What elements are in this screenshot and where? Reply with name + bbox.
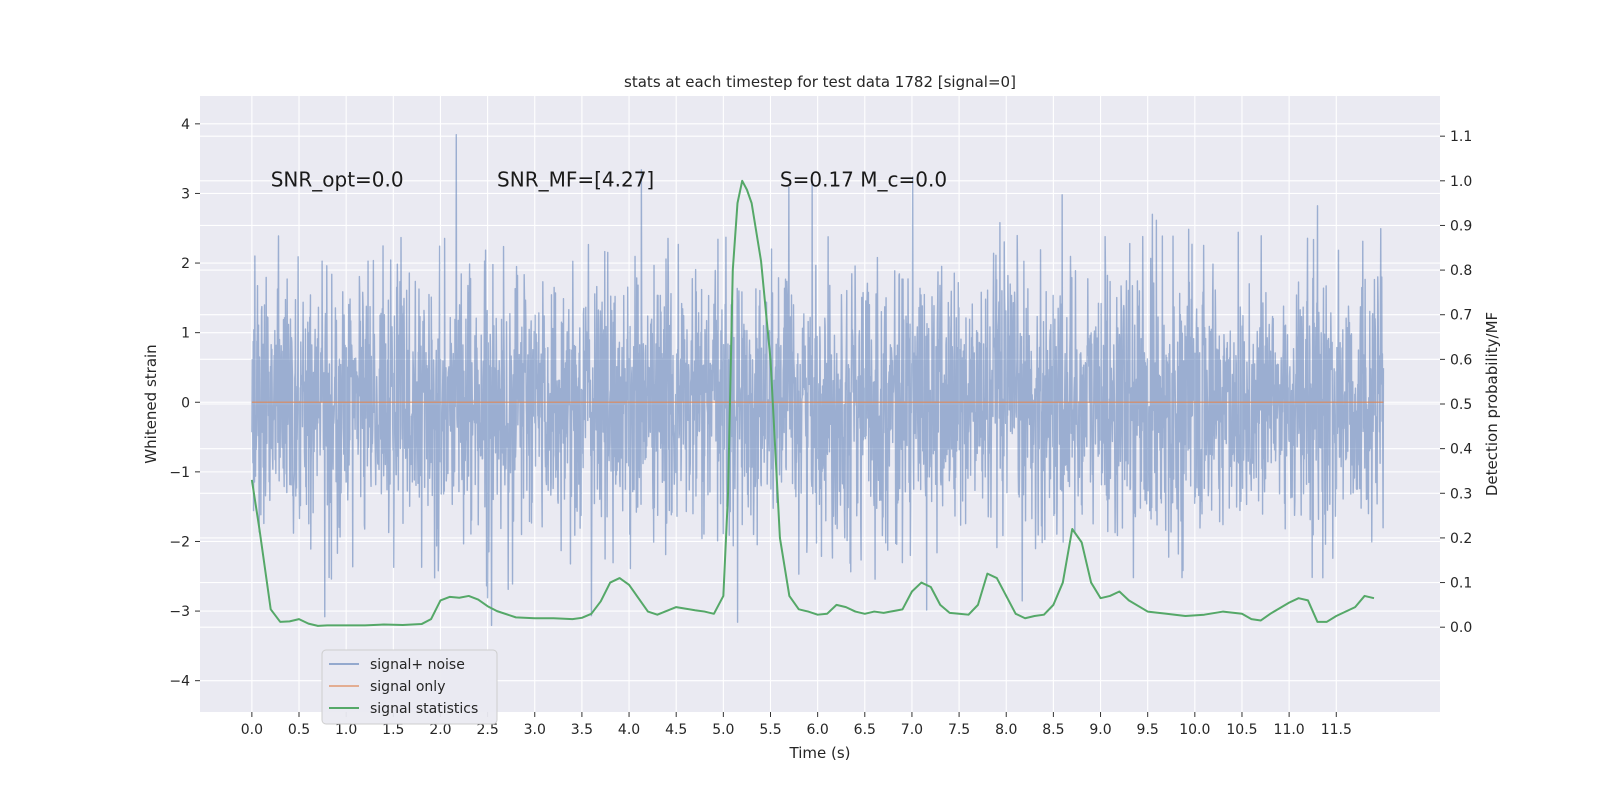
x-tick-label: 4.5 <box>665 722 687 738</box>
x-tick-label: 9.0 <box>1089 722 1111 738</box>
x-tick-label: 2.5 <box>476 722 498 738</box>
x-tick-label: 6.5 <box>854 722 876 738</box>
y2-tick-label: 0.0 <box>1450 620 1472 636</box>
x-tick-label: 7.5 <box>948 722 970 738</box>
legend-label-signal: signal only <box>370 679 445 695</box>
x-tick-label: 5.0 <box>712 722 734 738</box>
annotation-text: SNR_MF=[4.27] <box>497 168 654 192</box>
x-tick-label: 10.5 <box>1226 722 1257 738</box>
y-tick-label: −2 <box>169 534 190 550</box>
y2-tick-label: 0.4 <box>1450 442 1472 458</box>
y2-tick-label: 1.1 <box>1450 129 1472 145</box>
y-tick-label: −1 <box>169 465 190 481</box>
y2-tick-label: 0.8 <box>1450 263 1472 279</box>
x-tick-label: 1.0 <box>335 722 357 738</box>
series-signal-plus-noise <box>251 134 1385 627</box>
y2-axis-label: Detection probability/MF <box>1483 312 1501 496</box>
x-axis-label: Time (s) <box>789 744 851 762</box>
x-tick-label: 8.0 <box>995 722 1017 738</box>
x-axis-ticks: 0.0 0.5 1.0 1.5 2.0 2.5 3.0 3.5 4.0 4.5 5.0 5.5 6.0 6… <box>241 712 1352 738</box>
x-tick-label: 0.0 <box>241 722 263 738</box>
signal-statistics-line <box>250 179 1375 627</box>
y-tick-label: 3 <box>181 186 190 202</box>
x-tick-label: 4.0 <box>618 722 640 738</box>
y-axis-label: Whitened strain <box>142 344 160 463</box>
legend: signal+ noise signal only signal statist… <box>321 649 498 725</box>
chart-title: stats at each timestep for test data 178… <box>624 73 1016 91</box>
y2-tick-label: 0.5 <box>1450 397 1472 413</box>
y-axis-ticks: −4 −3 −2 −1 0 1 2 3 4 <box>169 117 200 690</box>
y2-axis-ticks: 0.0 0.1 0.2 0.3 0.4 0.5 0.6 0.7 0.8 0.9 1.0 1.1 <box>1440 129 1472 636</box>
y-tick-label: 1 <box>181 326 190 342</box>
x-tick-label: 2.0 <box>429 722 451 738</box>
x-tick-label: 5.5 <box>759 722 781 738</box>
y-tick-label: −3 <box>169 604 190 620</box>
annotations: SNR_opt=0.0 SNR_MF=[4.27] S=0.17 M_c=0.0 <box>271 168 947 192</box>
y-tick-label: −4 <box>169 674 190 690</box>
y-tick-label: 4 <box>181 117 190 133</box>
y-tick-label: 2 <box>181 256 190 272</box>
y2-tick-label: 0.2 <box>1450 531 1472 547</box>
y2-tick-label: 0.3 <box>1450 486 1472 502</box>
x-tick-label: 3.0 <box>524 722 546 738</box>
y-tick-label: 0 <box>181 395 190 411</box>
annotation-text: S=0.17 M_c=0.0 <box>780 168 947 192</box>
y2-tick-label: 1.0 <box>1450 174 1472 190</box>
y2-tick-label: 0.6 <box>1450 352 1472 368</box>
x-tick-label: 1.5 <box>382 722 404 738</box>
x-tick-label: 11.5 <box>1321 722 1352 738</box>
legend-label-stats: signal statistics <box>370 701 478 717</box>
legend-label-noise: signal+ noise <box>370 657 465 673</box>
x-tick-label: 9.5 <box>1137 722 1159 738</box>
series-signal-statistics <box>250 179 1375 627</box>
x-tick-label: 0.5 <box>288 722 310 738</box>
y2-tick-label: 0.1 <box>1450 576 1472 592</box>
y2-tick-label: 0.7 <box>1450 308 1472 324</box>
x-tick-label: 3.5 <box>571 722 593 738</box>
x-tick-label: 8.5 <box>1042 722 1064 738</box>
y2-tick-label: 0.9 <box>1450 218 1472 234</box>
x-tick-label: 6.0 <box>807 722 829 738</box>
legend-box <box>321 649 498 725</box>
annotation-text: SNR_opt=0.0 <box>271 168 404 192</box>
x-tick-label: 11.0 <box>1274 722 1305 738</box>
noise-trace <box>251 134 1385 627</box>
x-tick-label: 10.0 <box>1179 722 1210 738</box>
x-tick-label: 7.0 <box>901 722 923 738</box>
